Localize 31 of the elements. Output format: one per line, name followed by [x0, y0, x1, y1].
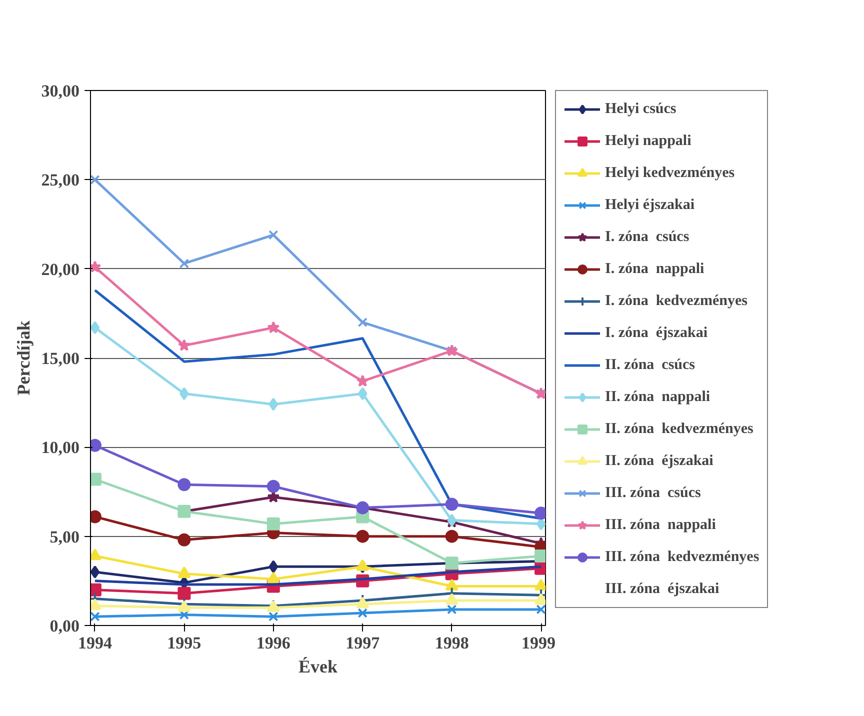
x-axis-title: Évek: [298, 656, 338, 676]
x-tick-label: 1999: [522, 634, 556, 652]
y-tick-label: 5,00: [50, 527, 80, 546]
legend-label: I. zóna éjszakai: [605, 324, 708, 342]
legend-label: II. zóna csúcs: [605, 356, 696, 374]
x-tick-label: 1995: [167, 634, 202, 652]
y-tick-label: 30,00: [41, 82, 80, 100]
x-tick-label: 1998: [434, 634, 469, 652]
text: III. zóna éjszakai: [605, 580, 720, 598]
legend-label: III. zóna kedvezményes: [605, 548, 760, 566]
legend-label: I. zóna kedvezményes: [605, 292, 748, 310]
legend-label: Helyi kedvezményes: [605, 164, 735, 182]
x-tick-label: 1994: [78, 634, 112, 652]
x-tick-label: 1996: [256, 634, 290, 652]
legend-label: Helyi nappali: [605, 132, 692, 150]
legend-label: Helyi éjszakai: [605, 196, 695, 214]
legend-label: III. zóna nappali: [605, 516, 716, 534]
y-tick-label: 0,00: [50, 616, 80, 636]
y-tick-label: 20,00: [41, 260, 80, 279]
y-tick-label: 10,00: [41, 438, 80, 458]
legend-label: III. zóna csúcs: [605, 484, 701, 502]
legend-label: I. zóna nappali: [605, 260, 704, 278]
legend-label: Helyi csúcs: [605, 100, 676, 118]
y-axis-title: Percdíjak: [13, 320, 34, 396]
x-tick-label: 1997: [346, 634, 380, 652]
y-tick-label: 25,00: [41, 170, 80, 190]
y-tick-label: 15,00: [41, 349, 80, 368]
legend-label: II. zóna nappali: [605, 388, 710, 406]
legend-label: II. zóna kedvezményes: [605, 420, 754, 438]
legend-label: I. zóna csúcs: [605, 228, 690, 246]
legend-label: II. zóna éjszakai: [605, 452, 714, 470]
